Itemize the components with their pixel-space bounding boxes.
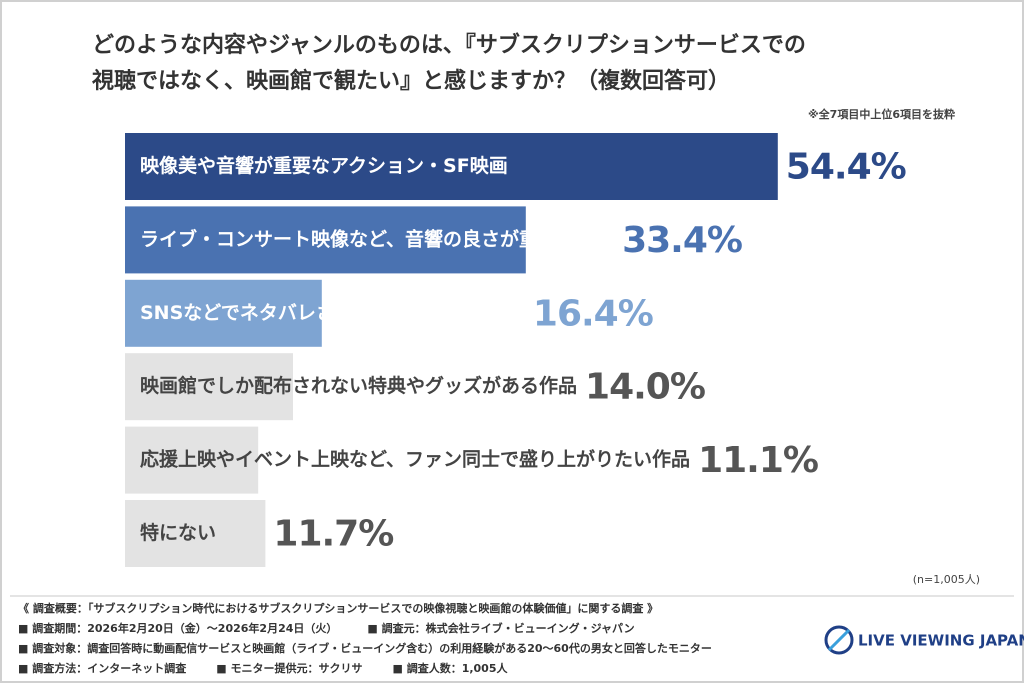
note: ※全7項目中上位6項目を抜粋 (808, 107, 955, 121)
bar (125, 279, 322, 347)
category-label: SNSなどでネタバレされる前に観たい最新作 (140, 301, 525, 324)
footer-text: ■ 調査元：株式会社ライブ・ビューイング・ジャパン (367, 621, 634, 635)
value-label: 14.0% (585, 367, 705, 408)
category-label: 映画館でしか配布されない特典やグッズがある作品 (140, 374, 577, 397)
value-label: 33.4% (622, 220, 742, 261)
logo: LIVE VIEWING JAPAN (824, 625, 1024, 655)
bar (125, 426, 259, 494)
footer-text: ■ 調査期間：2026年2月20日（金）〜2026年2月24日（火） (18, 621, 337, 635)
footer-text: ■ モニター提供元：サクリサ (216, 661, 362, 675)
category-label: 応援上映やイベント上映など、ファン同士で盛り上がりたい作品 (140, 448, 690, 471)
value-label: 11.7% (273, 514, 393, 555)
bar (125, 500, 266, 567)
logo-icon (827, 628, 851, 652)
bar (125, 206, 526, 274)
logo-text: LIVE VIEWING JAPAN (858, 632, 1024, 650)
bar (125, 353, 293, 421)
category-label: 映像美や音響が重要なアクション・SF映画 (140, 154, 508, 177)
logo-icon (824, 625, 854, 655)
sample-size: (n=1,005人) (913, 573, 980, 586)
value-label: 54.4% (786, 147, 906, 188)
category-label: ライブ・コンサート映像など、音響の良さが重要な作品 (140, 227, 614, 250)
footer-text: ■ 調査人数：1,005人 (392, 661, 508, 675)
category-label: 特にない (140, 522, 216, 544)
title-line: どのような内容やジャンルのものは、『サブスクリプションサービスでの (92, 32, 806, 58)
title-line: 視聴ではなく、映画館で観たい』と感じますか？（複数回答可） (92, 68, 730, 94)
value-label: 16.4% (533, 293, 653, 334)
bar (125, 133, 778, 200)
value-label: 11.1% (698, 440, 818, 481)
footer-text: 《 調査概要：「サブスクリプション時代におけるサブスクリプションサービスでの映像… (18, 601, 658, 615)
footer-text: ■ 調査対象：調査回答時に動画配信サービスと映画館（ライブ・ビューイング含む）の… (18, 641, 712, 655)
footer-text: ■ 調査方法：インターネット調査 (18, 661, 186, 675)
